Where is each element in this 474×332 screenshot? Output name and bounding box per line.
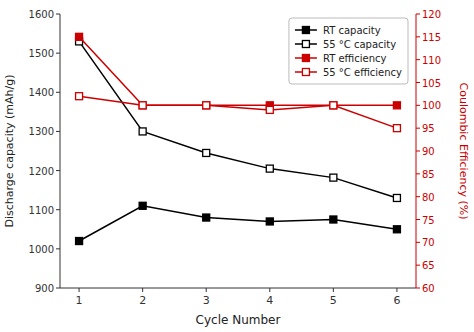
chart: 1 2 3 4 5 6 900 1000 1100 1200 1300 1400 1500 1600 60 6… — [0, 0, 474, 332]
point — [330, 102, 337, 109]
x-tick — [396, 288, 397, 292]
point — [76, 238, 83, 245]
legend-label: 55 °C efficiency — [323, 67, 402, 78]
point — [139, 202, 146, 209]
x-tick — [333, 288, 334, 292]
legend-marker — [302, 69, 309, 76]
x-tick — [79, 288, 80, 292]
point — [203, 149, 210, 156]
point — [139, 102, 146, 109]
point — [393, 102, 400, 109]
y2-tick — [416, 59, 420, 60]
legend: RT capacity 55 °C capacity RT efficiency 55… — [289, 18, 408, 84]
y-tick-label: 1300 — [29, 126, 54, 137]
y-tick — [56, 288, 60, 289]
y2-tick-label: 100 — [422, 100, 441, 111]
point — [76, 93, 83, 100]
y2-tick-label: 60 — [422, 283, 435, 294]
y-axis-label: Discharge capacity (mAh/g) — [3, 74, 16, 227]
y2-tick-label: 95 — [422, 123, 435, 134]
x-axis-label: Cycle Number — [196, 313, 281, 327]
point — [330, 102, 337, 109]
y2-tick-label: 120 — [422, 9, 441, 20]
legend-box — [289, 18, 408, 84]
y2-tick-label: 105 — [422, 78, 441, 89]
point — [393, 125, 400, 132]
y-tick-label: 900 — [35, 283, 54, 294]
y2-tick — [416, 36, 420, 37]
y-tick-label: 1100 — [29, 205, 54, 216]
y-tick — [56, 53, 60, 54]
x-tick-label: 1 — [76, 294, 83, 307]
axes: 1 2 3 4 5 6 900 1000 1100 1200 1300 1400 1500 1600 60 6… — [29, 9, 442, 307]
point — [76, 33, 83, 40]
x-axis-line — [60, 288, 416, 289]
y-tick — [56, 131, 60, 132]
legend-label: RT efficiency — [323, 53, 387, 64]
y-tick-label: 1600 — [29, 9, 54, 20]
y2-tick — [416, 128, 420, 129]
y-tick — [56, 170, 60, 171]
y-tick — [56, 209, 60, 210]
y2-tick-label: 70 — [422, 237, 435, 248]
y-tick — [56, 248, 60, 249]
series — [76, 93, 401, 132]
y2-tick-label: 80 — [422, 192, 435, 203]
y2-tick — [416, 151, 420, 152]
legend-marker — [302, 41, 309, 48]
y2-tick — [416, 288, 420, 289]
point — [203, 214, 210, 221]
y2-tick-label: 90 — [422, 146, 435, 157]
series — [76, 38, 401, 202]
x-tick — [142, 288, 143, 292]
point — [330, 174, 337, 181]
y2-tick-label: 75 — [422, 215, 435, 226]
legend-marker — [302, 55, 309, 62]
x-tick-label: 2 — [139, 294, 146, 307]
series-line — [79, 206, 397, 241]
y-tick-label: 1200 — [29, 166, 54, 177]
legend-label: 55 °C capacity — [323, 39, 396, 50]
point — [266, 165, 273, 172]
point — [393, 194, 400, 201]
point — [203, 102, 210, 109]
point — [203, 102, 210, 109]
y2-tick-label: 115 — [422, 32, 441, 43]
y2-axis-label: Coulombic Efficiency (%) — [457, 83, 470, 220]
y2-tick-label: 110 — [422, 55, 441, 66]
point — [139, 128, 146, 135]
y2-tick — [416, 219, 420, 220]
x-tick — [269, 288, 270, 292]
x-tick-label: 3 — [203, 294, 210, 307]
series — [76, 202, 401, 244]
y-tick — [56, 92, 60, 93]
y2-tick — [416, 82, 420, 83]
y2-tick — [416, 14, 420, 15]
legend-marker — [302, 27, 309, 34]
y2-tick-label: 65 — [422, 260, 435, 271]
point — [266, 106, 273, 113]
y-tick-label: 1500 — [29, 48, 54, 59]
y2-tick — [416, 242, 420, 243]
x-tick-label: 5 — [330, 294, 337, 307]
x-tick-label: 4 — [266, 294, 273, 307]
y2-tick-label: 85 — [422, 169, 435, 180]
y-tick — [56, 14, 60, 15]
legend-label: RT capacity — [323, 25, 381, 36]
y2-tick — [416, 105, 420, 106]
y-tick-label: 1400 — [29, 87, 54, 98]
y2-tick — [416, 265, 420, 266]
y2-tick — [416, 173, 420, 174]
point — [393, 226, 400, 233]
x-tick-label: 6 — [393, 294, 400, 307]
x-tick — [206, 288, 207, 292]
y-axis-line — [60, 14, 61, 288]
point — [330, 216, 337, 223]
y2-tick — [416, 196, 420, 197]
point — [266, 218, 273, 225]
y-tick-label: 1000 — [29, 244, 54, 255]
series-line — [79, 96, 397, 128]
point — [139, 102, 146, 109]
